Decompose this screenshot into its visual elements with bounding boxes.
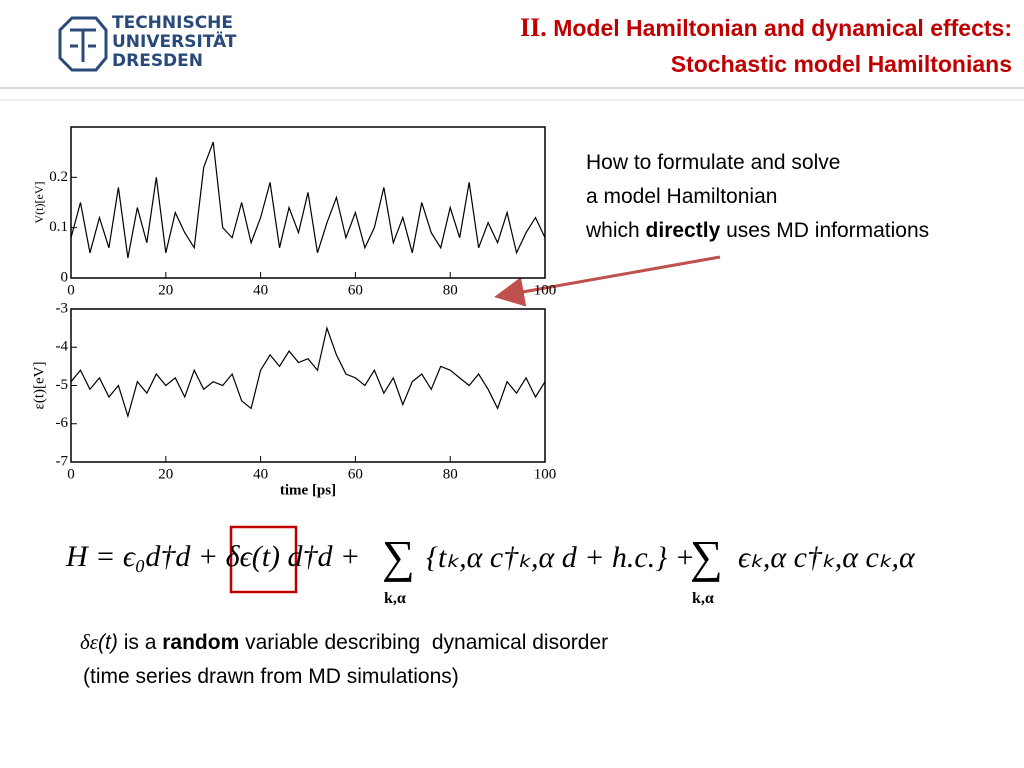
- eq-part: d†d +: [287, 540, 361, 573]
- x-tick-label: 0: [67, 466, 75, 482]
- y-tick-label: -6: [56, 415, 69, 431]
- x-tick-label: 0: [67, 282, 75, 298]
- logo-line: DRESDEN: [112, 51, 204, 71]
- eq-sum-sub: k,α: [384, 590, 406, 607]
- title-prefix: II.: [520, 13, 547, 42]
- text: variable describing dynamical disorder: [245, 631, 609, 654]
- x-tick-label: 80: [443, 466, 458, 482]
- caption: δε(t) is a random variable describing dy…: [80, 625, 608, 694]
- x-tick-label: 100: [534, 466, 557, 482]
- eq-sum: ∑: [382, 531, 415, 582]
- text: which: [586, 219, 640, 242]
- symbol: (t): [98, 631, 118, 654]
- eq-sum: ∑: [690, 531, 723, 582]
- y-tick-label: 0: [61, 269, 69, 285]
- x-tick-label: 20: [158, 466, 173, 482]
- y-axis-label: V(t)[eV]: [32, 182, 46, 224]
- y-tick-label: -3: [56, 300, 69, 316]
- logo-line: UNIVERSITÄT: [112, 32, 237, 52]
- y-tick-label: 0.1: [49, 219, 68, 235]
- x-tick-label: 60: [348, 466, 363, 482]
- equation: H = ϵ₀d†d + δϵ(t) d†d +: [66, 540, 360, 574]
- x-tick-label: 80: [443, 282, 458, 298]
- text: uses MD informations: [726, 219, 930, 242]
- question: How to formulate and solve a model Hamilt…: [586, 146, 929, 248]
- data-line: [70, 141, 546, 258]
- x-tick-label: 100: [534, 282, 557, 298]
- eq-sum-sub: k,α: [692, 590, 714, 607]
- x-tick-label: 40: [253, 466, 268, 482]
- text-line: a model Hamiltonian: [586, 185, 778, 208]
- data-line: [70, 325, 546, 419]
- plot-frame: [70, 308, 546, 463]
- text-line: (time series drawn from MD simulations): [83, 665, 459, 688]
- y-tick-label: -4: [56, 339, 69, 355]
- eq-part: H = ϵ₀d†d +: [66, 540, 219, 573]
- plot-frame: [70, 126, 546, 279]
- y-tick-label: 0.2: [49, 169, 68, 185]
- eq-boxed: δϵ(t): [225, 540, 281, 573]
- logo-line: TECHNISCHE: [112, 13, 234, 33]
- bold-text: random: [162, 631, 240, 654]
- eq-part: {tₖ,α c†ₖ,α d + h.c.} +: [426, 541, 695, 574]
- title: II. Model Hamiltonian and dynamical effe…: [520, 10, 1012, 82]
- title-line: Stochastic model Hamiltonians: [670, 51, 1012, 77]
- x-tick-label: 20: [158, 282, 173, 298]
- y-axis-label: ε(t)[eV]: [31, 362, 47, 410]
- logo-mark: [58, 16, 108, 72]
- y-tick-label: -7: [56, 453, 69, 469]
- title-line: Model Hamiltonian and dynamical effects:: [553, 15, 1012, 41]
- eq-part: ϵₖ,α c†ₖ,α cₖ,α: [738, 541, 915, 574]
- text: is a: [123, 631, 157, 654]
- symbol: δε: [80, 630, 99, 654]
- x-axis-label: time [ps]: [280, 482, 336, 498]
- y-tick-label: -5: [56, 377, 69, 393]
- logo-text: TECHNISCHE UNIVERSITÄT DRESDEN: [112, 14, 237, 71]
- bold-text: directly: [645, 219, 721, 242]
- arrow: [494, 255, 721, 307]
- x-tick-label: 60: [348, 282, 363, 298]
- text-line: How to formulate and solve: [586, 151, 841, 174]
- x-tick-label: 40: [253, 282, 268, 298]
- highlight-box: [229, 525, 298, 594]
